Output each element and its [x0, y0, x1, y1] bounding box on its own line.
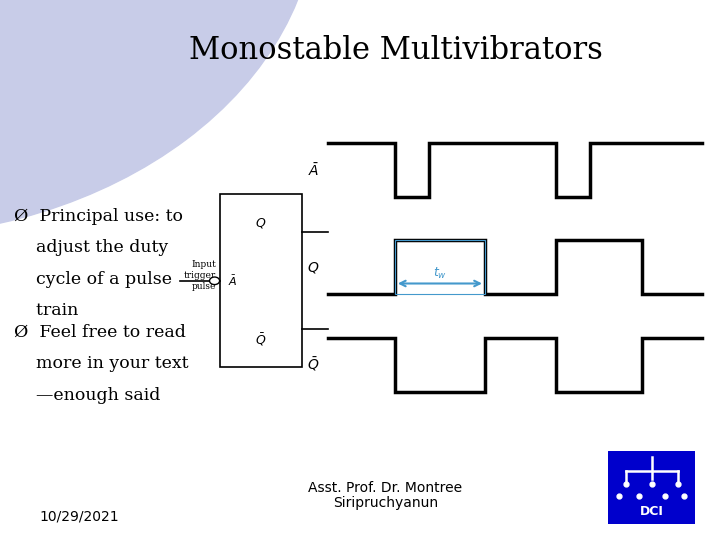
Text: $t_w$: $t_w$	[433, 266, 447, 281]
Text: $\bar{A}$: $\bar{A}$	[228, 274, 238, 288]
Text: Siripruchyanun: Siripruchyanun	[333, 496, 438, 510]
Text: $\bar{A}$: $\bar{A}$	[307, 161, 319, 179]
Text: more in your text: more in your text	[14, 355, 189, 372]
Circle shape	[0, 0, 317, 238]
Text: adjust the duty: adjust the duty	[14, 239, 168, 256]
Text: trigger: trigger	[184, 271, 216, 280]
Text: DCI: DCI	[639, 505, 664, 518]
Text: Asst. Prof. Dr. Montree: Asst. Prof. Dr. Montree	[308, 481, 462, 495]
Text: Input: Input	[191, 260, 216, 269]
Text: $\bar{Q}$: $\bar{Q}$	[307, 355, 319, 374]
Text: $Q$: $Q$	[307, 260, 319, 275]
Text: Ø  Feel free to read: Ø Feel free to read	[14, 324, 186, 341]
Text: $Q$: $Q$	[256, 215, 266, 230]
Text: 10/29/2021: 10/29/2021	[40, 510, 119, 524]
Text: —enough said: —enough said	[14, 387, 161, 403]
Bar	[220, 194, 302, 367]
Text: train: train	[14, 302, 78, 319]
Text: cycle of a pulse: cycle of a pulse	[14, 271, 172, 287]
Bar	[395, 240, 485, 294]
Text: pulse: pulse	[192, 282, 216, 291]
Text: Ø  Principal use: to: Ø Principal use: to	[14, 208, 184, 225]
Text: $\bar{Q}$: $\bar{Q}$	[256, 332, 266, 348]
Circle shape	[210, 277, 220, 285]
Text: Monostable Multivibrators: Monostable Multivibrators	[189, 35, 603, 66]
